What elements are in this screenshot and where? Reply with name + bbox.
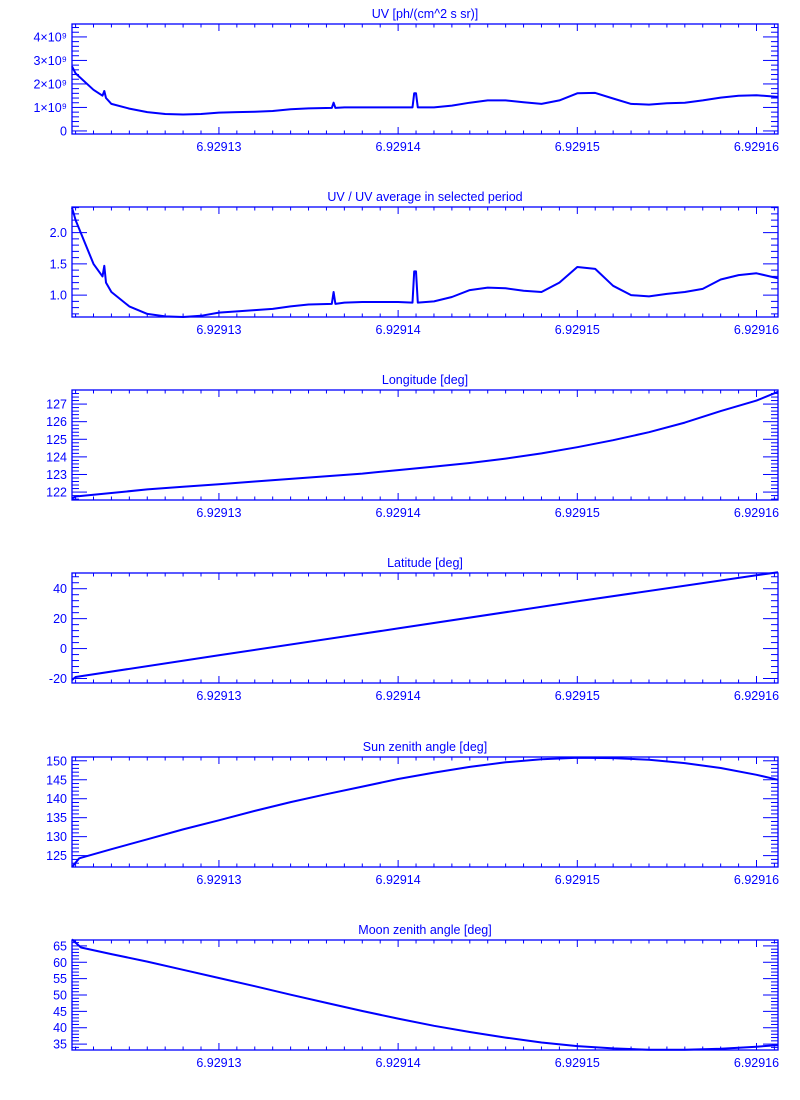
x-tick-label: 6.92914: [376, 689, 421, 703]
x-tick-label: 6.92915: [555, 506, 600, 520]
x-tick-label: 6.92915: [555, 323, 600, 337]
series-line: [71, 390, 779, 500]
panel-4: Latitude [deg] 6.92913 6.92914 6.92915 6.929…: [49, 556, 779, 703]
panel-title: Longitude [deg]: [382, 373, 468, 387]
plot-frame: [71, 572, 779, 684]
x-tick-label: 6.92914: [376, 1056, 421, 1070]
y-tick-label: 20: [53, 612, 67, 626]
y-tick-label: 2.0: [50, 226, 67, 240]
y-tick-label: 60: [53, 956, 67, 970]
series-line: [71, 938, 779, 1051]
y-tick-label: 40: [53, 582, 67, 596]
y-tick-label: 45: [53, 1005, 67, 1019]
series-line: [71, 65, 779, 116]
x-tick-label: 6.92913: [196, 140, 241, 154]
y-tick-label: 0: [60, 124, 67, 138]
y-tick-label: 4×10⁹: [33, 30, 67, 44]
y-tick-label: 140: [46, 792, 67, 806]
y-tick-label: 135: [46, 811, 67, 825]
x-tick-label: 6.92914: [376, 873, 421, 887]
x-tick-label: 6.92913: [196, 689, 241, 703]
x-tick-label: 6.92915: [555, 140, 600, 154]
y-tick-label: 65: [53, 939, 67, 953]
y-tick-label: 1×10⁹: [33, 101, 67, 115]
plot-frame: [71, 23, 779, 135]
panel-title: UV / UV average in selected period: [327, 190, 522, 204]
x-tick-label: 6.92913: [196, 323, 241, 337]
plot-frame: [71, 756, 779, 868]
x-tick-label: 6.92915: [555, 1056, 600, 1070]
series-line: [71, 571, 779, 681]
x-tick-label: 6.92915: [555, 873, 600, 887]
panel-1: UV [ph/(cm^2 s sr)] 6.92913 6.92914 6.92915…: [33, 7, 779, 154]
y-tick-label: 50: [53, 989, 67, 1003]
y-tick-label: 40: [53, 1021, 67, 1035]
y-tick-label: 150: [46, 754, 67, 768]
plot-frame: [71, 389, 779, 501]
y-tick-label: 123: [46, 468, 67, 482]
panel-title: Sun zenith angle [deg]: [363, 740, 487, 754]
x-tick-label: 6.92916: [734, 506, 779, 520]
y-tick-label: -20: [49, 672, 67, 686]
series-line: [71, 756, 779, 868]
y-tick-label: 35: [53, 1038, 67, 1052]
x-tick-label: 6.92916: [734, 140, 779, 154]
series-line: [71, 207, 779, 318]
panel-title: Latitude [deg]: [387, 556, 463, 570]
y-tick-label: 1.0: [50, 289, 67, 303]
x-tick-label: 6.92916: [734, 323, 779, 337]
y-tick-label: 126: [46, 415, 67, 429]
y-tick-label: 2×10⁹: [33, 77, 67, 91]
x-tick-label: 6.92916: [734, 873, 779, 887]
x-tick-label: 6.92913: [196, 873, 241, 887]
x-tick-label: 6.92916: [734, 689, 779, 703]
x-tick-label: 6.92913: [196, 1056, 241, 1070]
x-tick-label: 6.92916: [734, 1056, 779, 1070]
y-tick-label: 125: [46, 849, 67, 863]
panel-3: Longitude [deg] 6.92913 6.92914 6.92915 6.92…: [46, 373, 779, 520]
x-tick-label: 6.92914: [376, 140, 421, 154]
y-tick-label: 127: [46, 398, 67, 412]
y-tick-label: 122: [46, 486, 67, 500]
panel-title: UV [ph/(cm^2 s sr)]: [372, 7, 479, 21]
panel-2: UV / UV average in selected period 6.9291…: [50, 190, 780, 337]
x-tick-label: 6.92913: [196, 506, 241, 520]
y-tick-label: 1.5: [50, 257, 67, 271]
y-tick-label: 124: [46, 450, 67, 464]
panel-title: Moon zenith angle [deg]: [358, 923, 491, 937]
panel-6: Moon zenith angle [deg] 6.92913 6.92914 6.9…: [53, 923, 779, 1070]
y-tick-label: 55: [53, 972, 67, 986]
panel-5: Sun zenith angle [deg] 6.92913 6.92914 6.92…: [46, 740, 779, 887]
y-tick-label: 3×10⁹: [33, 54, 67, 68]
plot-frame: [71, 206, 779, 318]
y-tick-label: 130: [46, 830, 67, 844]
plot-frame: [71, 939, 779, 1051]
x-tick-label: 6.92914: [376, 323, 421, 337]
x-tick-label: 6.92914: [376, 506, 421, 520]
y-tick-label: 0: [60, 642, 67, 656]
x-tick-label: 6.92915: [555, 689, 600, 703]
y-tick-label: 125: [46, 433, 67, 447]
y-tick-label: 145: [46, 773, 67, 787]
